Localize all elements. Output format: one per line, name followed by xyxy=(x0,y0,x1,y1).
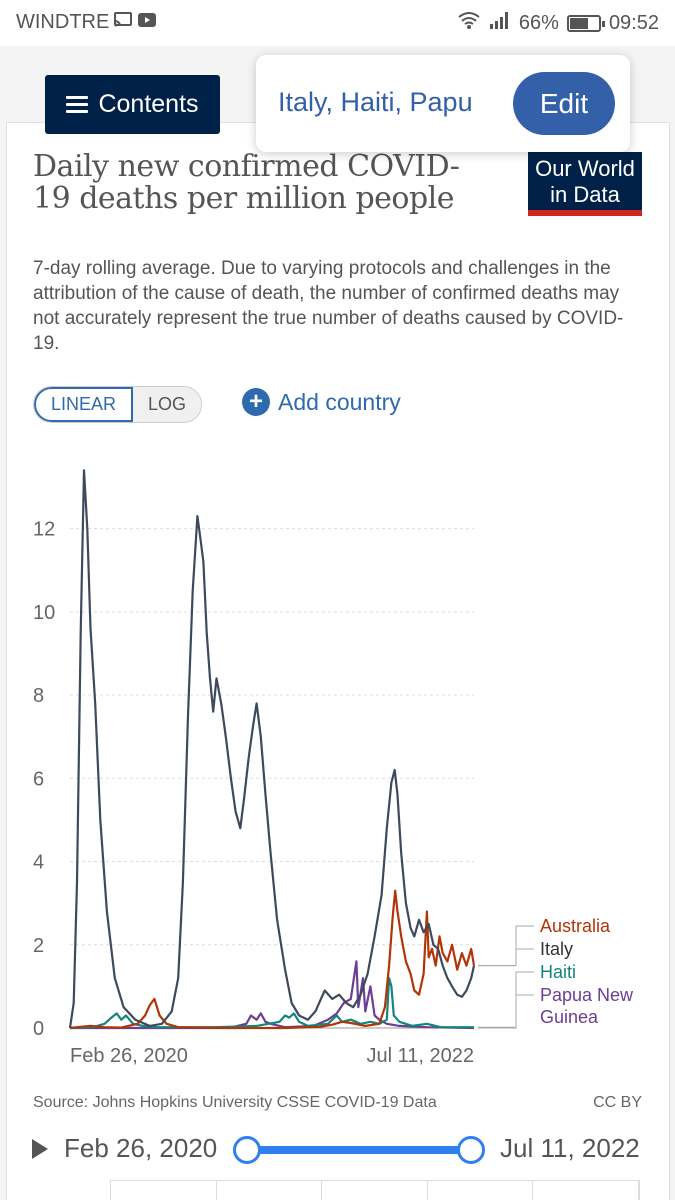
log-scale-button[interactable]: LOG xyxy=(133,387,202,422)
bottom-tabs xyxy=(110,1180,640,1200)
y-tick-label: 0 xyxy=(33,1018,44,1040)
logo-line-1: Our World xyxy=(535,156,635,181)
status-left: WINDTRE xyxy=(16,11,157,34)
owid-logo[interactable]: Our World in Data xyxy=(528,152,642,216)
legend-label: Haiti xyxy=(540,962,576,982)
y-tick-label: 2 xyxy=(33,935,44,957)
legend-label: Italy xyxy=(540,939,573,959)
tab-chart[interactable] xyxy=(111,1181,217,1200)
signal-icon xyxy=(489,11,511,35)
timeline-start-label: Feb 26, 2020 xyxy=(64,1133,218,1163)
status-bar: WINDTRE 66% 09:52 xyxy=(0,0,675,46)
series-line-haiti xyxy=(69,977,474,1030)
timeline-end-label: Jul 11, 2022 xyxy=(500,1133,640,1163)
tab-table[interactable] xyxy=(322,1181,428,1200)
entity-selector: Italy, Haiti, Papu Edit xyxy=(256,55,630,152)
logo-line-2: in Data xyxy=(550,182,620,207)
status-right: 66% 09:52 xyxy=(457,11,659,35)
play-icon[interactable] xyxy=(32,1139,48,1159)
line-chart[interactable]: 0 2 4 6 8 10 12 Feb 26, 2020 Jul 11, 2022 Austral… xyxy=(0,440,675,1080)
cast-icon xyxy=(113,11,133,34)
timeline-start-handle[interactable] xyxy=(233,1136,261,1164)
edit-button[interactable]: Edit xyxy=(513,72,615,135)
legend-connector xyxy=(478,948,534,967)
selected-countries[interactable]: Italy, Haiti, Papu xyxy=(278,87,473,117)
series-line-italy xyxy=(68,469,476,1029)
legend-label: Papua New xyxy=(540,985,634,1005)
timeline-track[interactable] xyxy=(246,1146,470,1154)
contents-button[interactable]: Contents xyxy=(45,75,220,134)
y-tick-label: 8 xyxy=(33,685,44,707)
y-tick-label: 10 xyxy=(33,602,55,624)
youtube-icon xyxy=(137,11,157,34)
legend-label: Australia xyxy=(540,916,611,936)
timeline: Feb 26, 2020 Jul 11, 2022 xyxy=(0,1125,675,1175)
timeline-fill xyxy=(246,1146,470,1154)
y-tick-label: 12 xyxy=(33,519,55,541)
add-country-button[interactable]: + Add country xyxy=(242,388,401,416)
scale-toggle: LINEAR LOG xyxy=(33,386,203,423)
x-tick-label: Feb 26, 2020 xyxy=(70,1045,188,1067)
plus-icon: + xyxy=(242,388,270,416)
contents-label: Contents xyxy=(98,90,199,118)
tab-map[interactable] xyxy=(217,1181,323,1200)
legend-connector xyxy=(478,994,534,1029)
series-line-papua-new-guinea xyxy=(70,960,475,1030)
legend-label: Guinea xyxy=(540,1007,599,1027)
tab-sources[interactable] xyxy=(428,1181,534,1200)
x-tick-label: Jul 11, 2022 xyxy=(367,1045,475,1067)
carrier-label: WINDTRE xyxy=(16,11,110,33)
legend-connector xyxy=(478,925,534,967)
chart-title: Daily new confirmed COVID-19 deaths per … xyxy=(33,149,460,216)
legend-connector xyxy=(478,971,534,1028)
wifi-icon xyxy=(457,11,481,35)
series-line-australia xyxy=(69,889,476,1030)
y-tick-label: 4 xyxy=(33,852,44,874)
chart-card xyxy=(6,122,670,1200)
y-tick-label: 6 xyxy=(33,768,44,790)
source-note[interactable]: Source: Johns Hopkins University CSSE CO… xyxy=(33,1094,437,1111)
timeline-end-handle[interactable] xyxy=(457,1136,485,1164)
linear-scale-button[interactable]: LINEAR xyxy=(34,387,134,422)
tab-download[interactable] xyxy=(533,1181,639,1200)
battery-percent: 66% xyxy=(518,11,559,34)
license-link[interactable]: CC BY xyxy=(593,1094,642,1111)
clock: 09:52 xyxy=(608,11,659,34)
menu-icon xyxy=(66,95,89,114)
chart-subtitle: 7-day rolling average. Due to varying pr… xyxy=(33,258,624,354)
battery-icon xyxy=(566,14,605,32)
add-country-label: Add country xyxy=(278,388,401,415)
